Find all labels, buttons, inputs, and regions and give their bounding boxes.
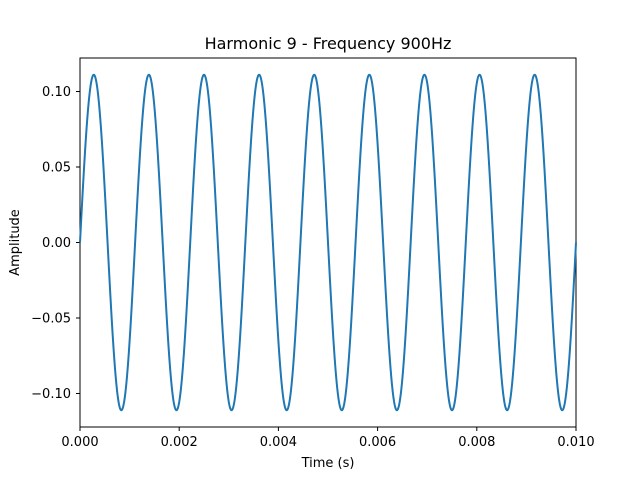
x-tick-label: 0.010 bbox=[557, 435, 594, 450]
chart-title: Harmonic 9 - Frequency 900Hz bbox=[205, 34, 452, 53]
y-axis-title: Amplitude bbox=[8, 209, 23, 276]
y-tick-label: 0.10 bbox=[42, 85, 71, 100]
x-tick-label: 0.004 bbox=[260, 435, 297, 450]
x-tick-label: 0.006 bbox=[359, 435, 396, 450]
series-line bbox=[79, 73, 577, 412]
y-tick-label: −0.05 bbox=[31, 311, 71, 326]
x-tick-label: 0.008 bbox=[458, 435, 495, 450]
x-axis-title: Time (s) bbox=[301, 456, 355, 471]
y-tick-label: −0.10 bbox=[31, 387, 71, 402]
x-axis: 0.000 0.002 0.004 0.006 0.008 0.010 bbox=[61, 427, 595, 450]
x-tick-label: 0.000 bbox=[61, 435, 98, 450]
x-tick-label: 0.002 bbox=[161, 435, 198, 450]
series-layer bbox=[79, 73, 577, 412]
y-tick-label: 0.05 bbox=[42, 161, 71, 176]
y-axis: −0.10 −0.05 0.00 0.05 0.10 bbox=[31, 85, 80, 402]
y-tick-label: 0.00 bbox=[42, 236, 71, 251]
